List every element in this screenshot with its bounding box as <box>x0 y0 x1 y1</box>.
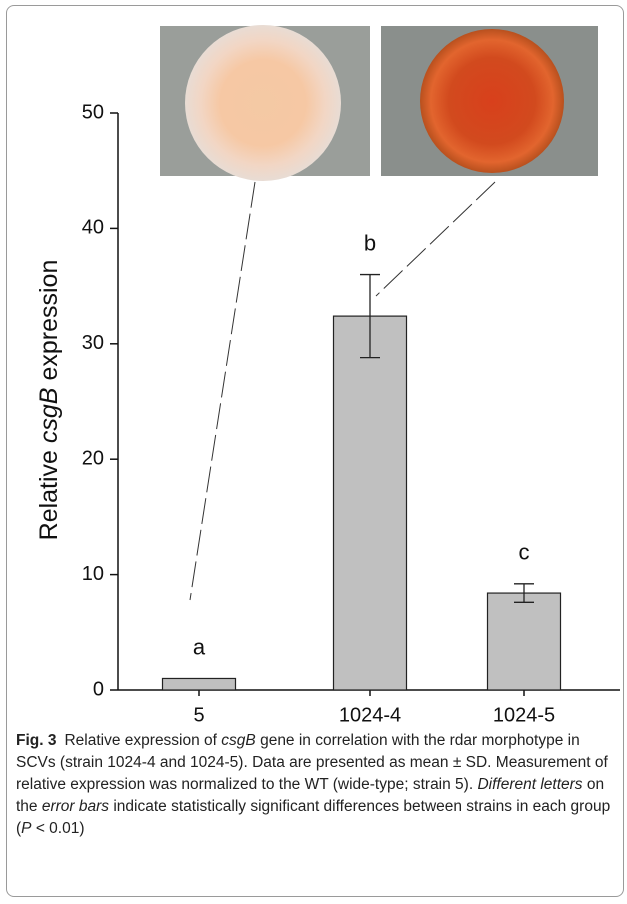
caption-text: error bars <box>42 798 109 815</box>
caption-text: csgB <box>221 732 255 749</box>
caption-text: P <box>21 820 31 837</box>
colony-scv <box>420 29 564 173</box>
bar <box>488 593 561 690</box>
significance-letter: b <box>364 230 376 255</box>
caption-label: Fig. 3 <box>16 732 56 749</box>
y-label-text: expression <box>35 260 63 388</box>
y-tick-label: 50 <box>82 101 104 123</box>
caption-text: < 0.01) <box>32 820 85 837</box>
x-tick-label: 5 <box>193 704 204 725</box>
y-tick-label: 20 <box>82 447 104 469</box>
caption-text: Different letters <box>477 776 582 793</box>
caption-text: Relative expression of <box>64 732 221 749</box>
y-tick-label: 10 <box>82 563 104 585</box>
y-label-gene: csgB <box>35 388 63 444</box>
chart: Relative csgB expression 0 10 20 30 40 50 5 a 10… <box>0 0 627 725</box>
bar <box>163 678 236 690</box>
significance-letter: a <box>193 634 206 659</box>
y-tick-label: 40 <box>82 217 104 239</box>
y-tick-label: 0 <box>93 678 104 700</box>
significance-letter: c <box>519 540 530 565</box>
bar <box>334 316 407 690</box>
pointer-line <box>190 182 255 600</box>
y-tick-label: 30 <box>82 332 104 354</box>
y-label-text: Relative <box>35 443 63 540</box>
page: Relative csgB expression 0 10 20 30 40 50 5 a 10… <box>0 0 627 904</box>
x-tick-label: 1024-4 <box>339 704 401 725</box>
y-axis-label: Relative csgB expression <box>35 260 63 541</box>
pointer-line <box>376 182 495 296</box>
x-tick-label: 1024-5 <box>493 704 555 725</box>
colony-wt <box>185 25 341 181</box>
